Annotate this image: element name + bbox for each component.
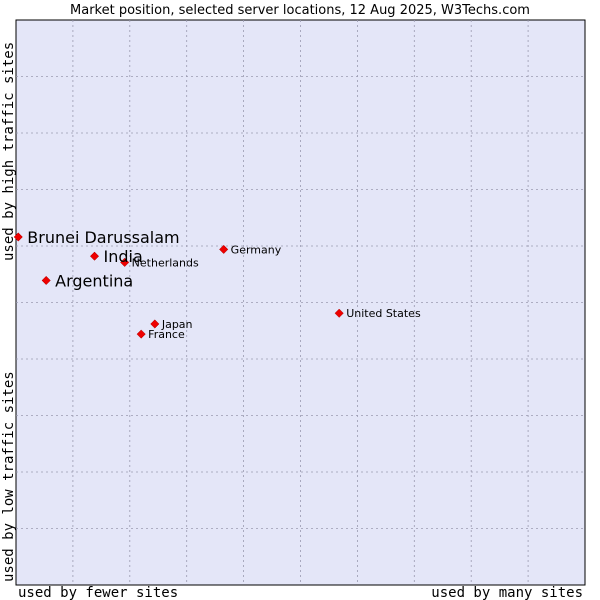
data-point [219,244,229,254]
y-axis-label-top: used by high traffic sites [1,42,17,261]
y-axis-label-bottom: used by low traffic sites [1,371,17,582]
point-label: Japan [161,318,193,331]
data-point [41,275,51,286]
point-label: Brunei Darussalam [27,228,179,247]
point-label: Germany [231,243,282,256]
point-label: India [104,247,143,266]
data-point [136,329,146,339]
grid [16,20,585,585]
data-point [334,308,344,318]
point-label: United States [346,307,421,320]
data-point [13,232,23,242]
data-point [120,257,130,267]
data-points [13,232,344,339]
point-label: Netherlands [132,256,199,269]
chart-title: Market position, selected server locatio… [70,3,530,18]
x-axis-label-left: used by fewer sites [18,585,178,600]
data-point [89,251,100,261]
data-point [150,319,160,329]
x-axis-label-right: used by many sites [431,585,583,600]
point-label: France [148,328,185,341]
point-label: Argentina [55,271,133,290]
